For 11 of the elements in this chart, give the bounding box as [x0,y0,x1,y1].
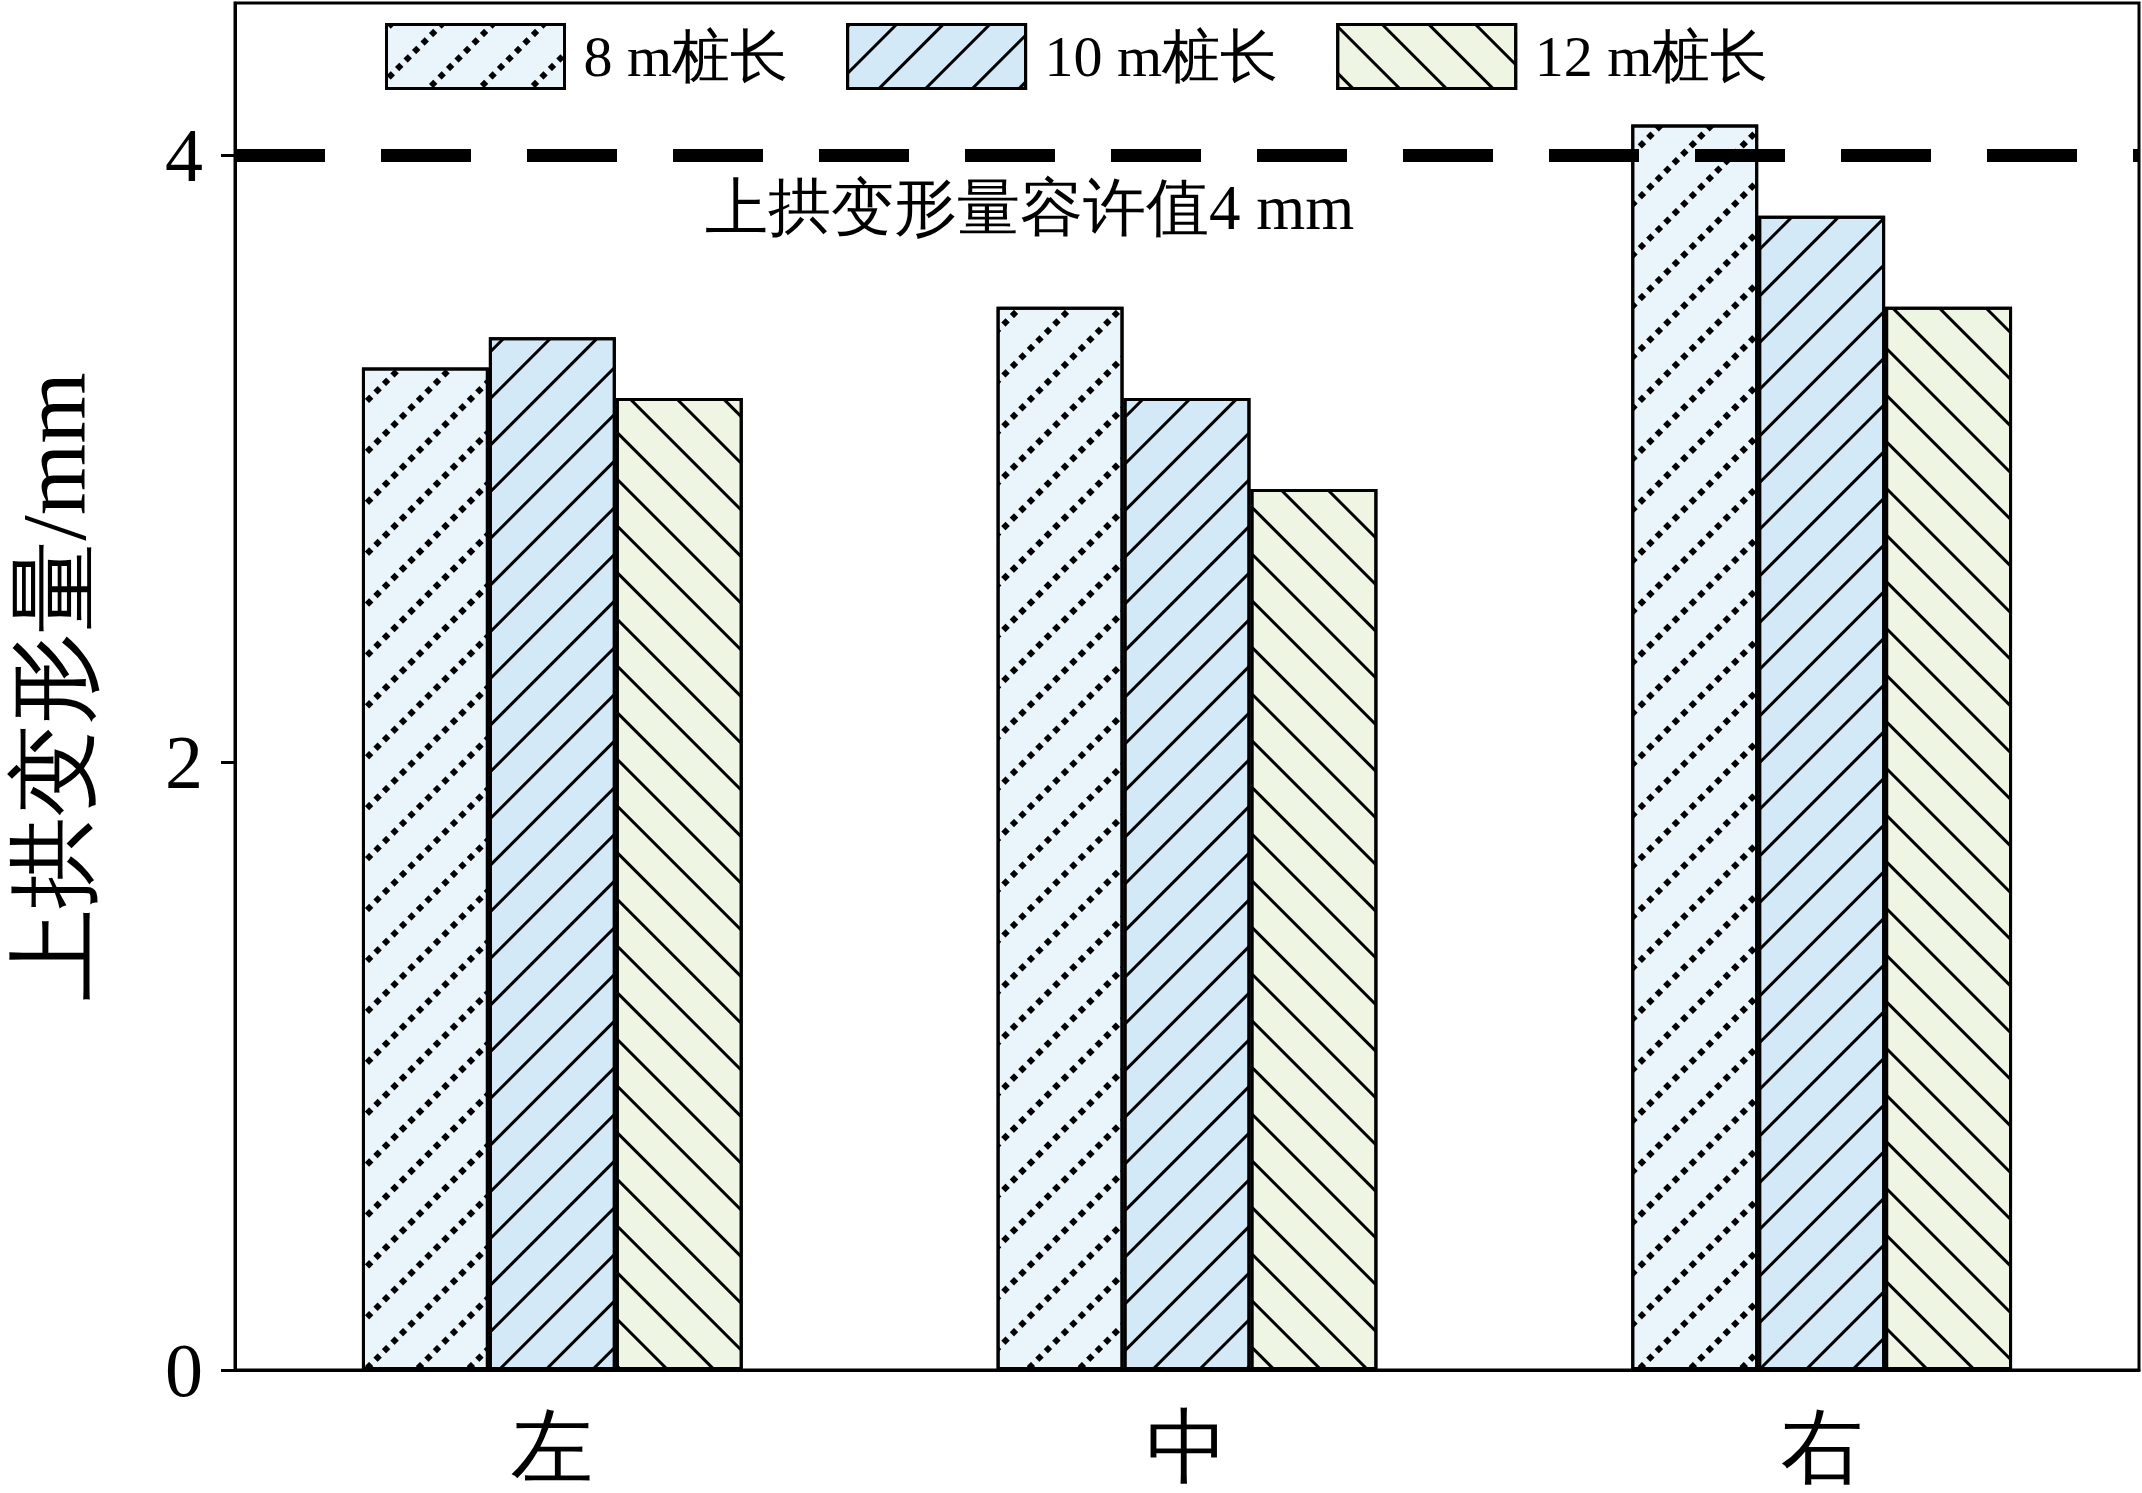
x-tick-label: 右 [1780,1401,1863,1493]
ref-line-label: 上拱变形量容许值4 mm [705,173,1355,244]
y-tick-label: 4 [165,112,203,197]
legend-label: 8 m桩长 [583,24,789,89]
x-tick-label: 左 [511,1401,594,1493]
y-tick-label: 2 [165,720,203,805]
y-axis-title: 上拱变形量/mm [3,372,105,1001]
legend-label: 12 m桩长 [1534,24,1769,89]
legend-label: 10 m桩长 [1044,24,1279,89]
y-tick-label: 0 [165,1328,203,1412]
x-tick-label: 中 [1146,1401,1228,1493]
